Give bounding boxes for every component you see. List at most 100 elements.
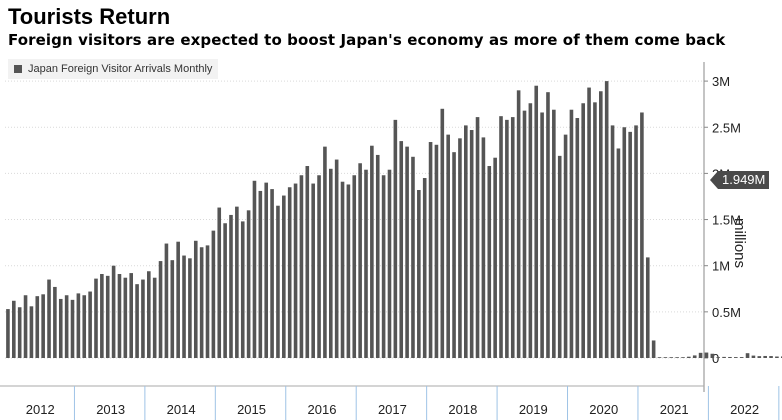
y-tick-label: 1.5M <box>712 213 741 228</box>
bar <box>64 295 69 358</box>
bar <box>487 166 492 358</box>
bar <box>698 352 703 358</box>
bar <box>317 175 321 358</box>
bar <box>88 291 92 358</box>
x-tick-label: 2013 <box>96 402 125 417</box>
bar <box>29 306 34 358</box>
x-tick-label: 2021 <box>660 402 689 417</box>
bar <box>147 271 151 358</box>
bar <box>687 356 691 358</box>
x-tick-label: 2014 <box>167 402 196 417</box>
x-tick-label: 2022 <box>730 402 759 417</box>
bar <box>716 357 720 358</box>
bar <box>540 112 544 358</box>
bar <box>129 273 133 358</box>
bar <box>94 278 98 358</box>
bar <box>135 284 139 358</box>
bar <box>100 274 104 358</box>
chart-subtitle: Foreign visitors are expected to boost J… <box>8 31 726 49</box>
bar <box>205 245 210 358</box>
bar <box>616 148 621 358</box>
bar <box>634 125 638 359</box>
bar <box>358 163 362 358</box>
bar <box>739 357 744 358</box>
bar <box>745 353 750 358</box>
bar <box>193 240 198 358</box>
bar <box>581 103 585 358</box>
bar <box>563 134 568 358</box>
bar <box>593 102 597 358</box>
x-tick-label: 2016 <box>308 402 337 417</box>
bar <box>522 110 527 358</box>
bar <box>381 175 386 358</box>
bar <box>323 146 327 358</box>
bar <box>158 261 163 358</box>
bar <box>399 141 404 358</box>
bar <box>47 279 51 358</box>
bar <box>710 353 715 358</box>
bar <box>393 119 398 359</box>
bar <box>246 210 251 358</box>
bar <box>17 307 22 359</box>
callout-label: 1.949M <box>718 171 770 189</box>
bar <box>458 138 462 358</box>
bar <box>734 357 738 358</box>
bar <box>622 127 627 358</box>
bar <box>751 355 756 358</box>
bar <box>640 112 644 358</box>
bar <box>505 119 509 359</box>
x-tick-label: 2012 <box>26 402 55 417</box>
bar <box>657 357 662 358</box>
legend-swatch <box>14 65 22 73</box>
bar <box>434 144 439 358</box>
bar <box>264 182 269 358</box>
bar <box>170 260 175 358</box>
bar <box>780 356 782 358</box>
bar <box>240 221 245 358</box>
bar <box>704 352 709 358</box>
bar <box>235 206 239 358</box>
bar <box>35 296 40 358</box>
bar <box>211 230 216 358</box>
bar <box>387 169 392 358</box>
bar <box>757 356 762 358</box>
bar <box>334 159 339 358</box>
x-tick-label: 2018 <box>448 402 477 417</box>
last-value-callout: 1.949M <box>710 171 770 189</box>
bar <box>510 117 515 358</box>
y-tick-label: 1M <box>712 259 730 274</box>
y-tick-label: 0 <box>712 351 719 366</box>
bar <box>663 357 668 358</box>
bar <box>164 243 169 358</box>
bar <box>775 356 779 358</box>
bar <box>599 91 603 358</box>
y-axis-label: millions <box>731 218 748 269</box>
bar <box>346 184 351 358</box>
bar <box>123 277 128 358</box>
bar <box>282 195 286 358</box>
y-tick-label: 3M <box>712 74 730 89</box>
x-tick-label: 2015 <box>237 402 266 417</box>
bar <box>440 108 445 358</box>
bar <box>692 355 697 358</box>
bar <box>41 294 45 358</box>
bar <box>58 298 63 358</box>
bar <box>464 125 468 359</box>
bar <box>417 190 421 358</box>
bar <box>299 175 304 358</box>
y-tick-label: 0.5M <box>712 305 741 320</box>
bar <box>493 157 497 358</box>
bar <box>70 299 75 358</box>
bar <box>610 125 615 359</box>
bar <box>422 178 427 358</box>
bar <box>141 279 145 358</box>
bar <box>645 257 650 358</box>
bar <box>481 137 486 358</box>
bar <box>763 355 767 358</box>
callout-arrow <box>710 171 718 189</box>
bar <box>722 356 726 358</box>
bar <box>364 169 368 358</box>
bar <box>23 295 28 358</box>
bar <box>516 90 521 358</box>
bar <box>199 247 204 358</box>
